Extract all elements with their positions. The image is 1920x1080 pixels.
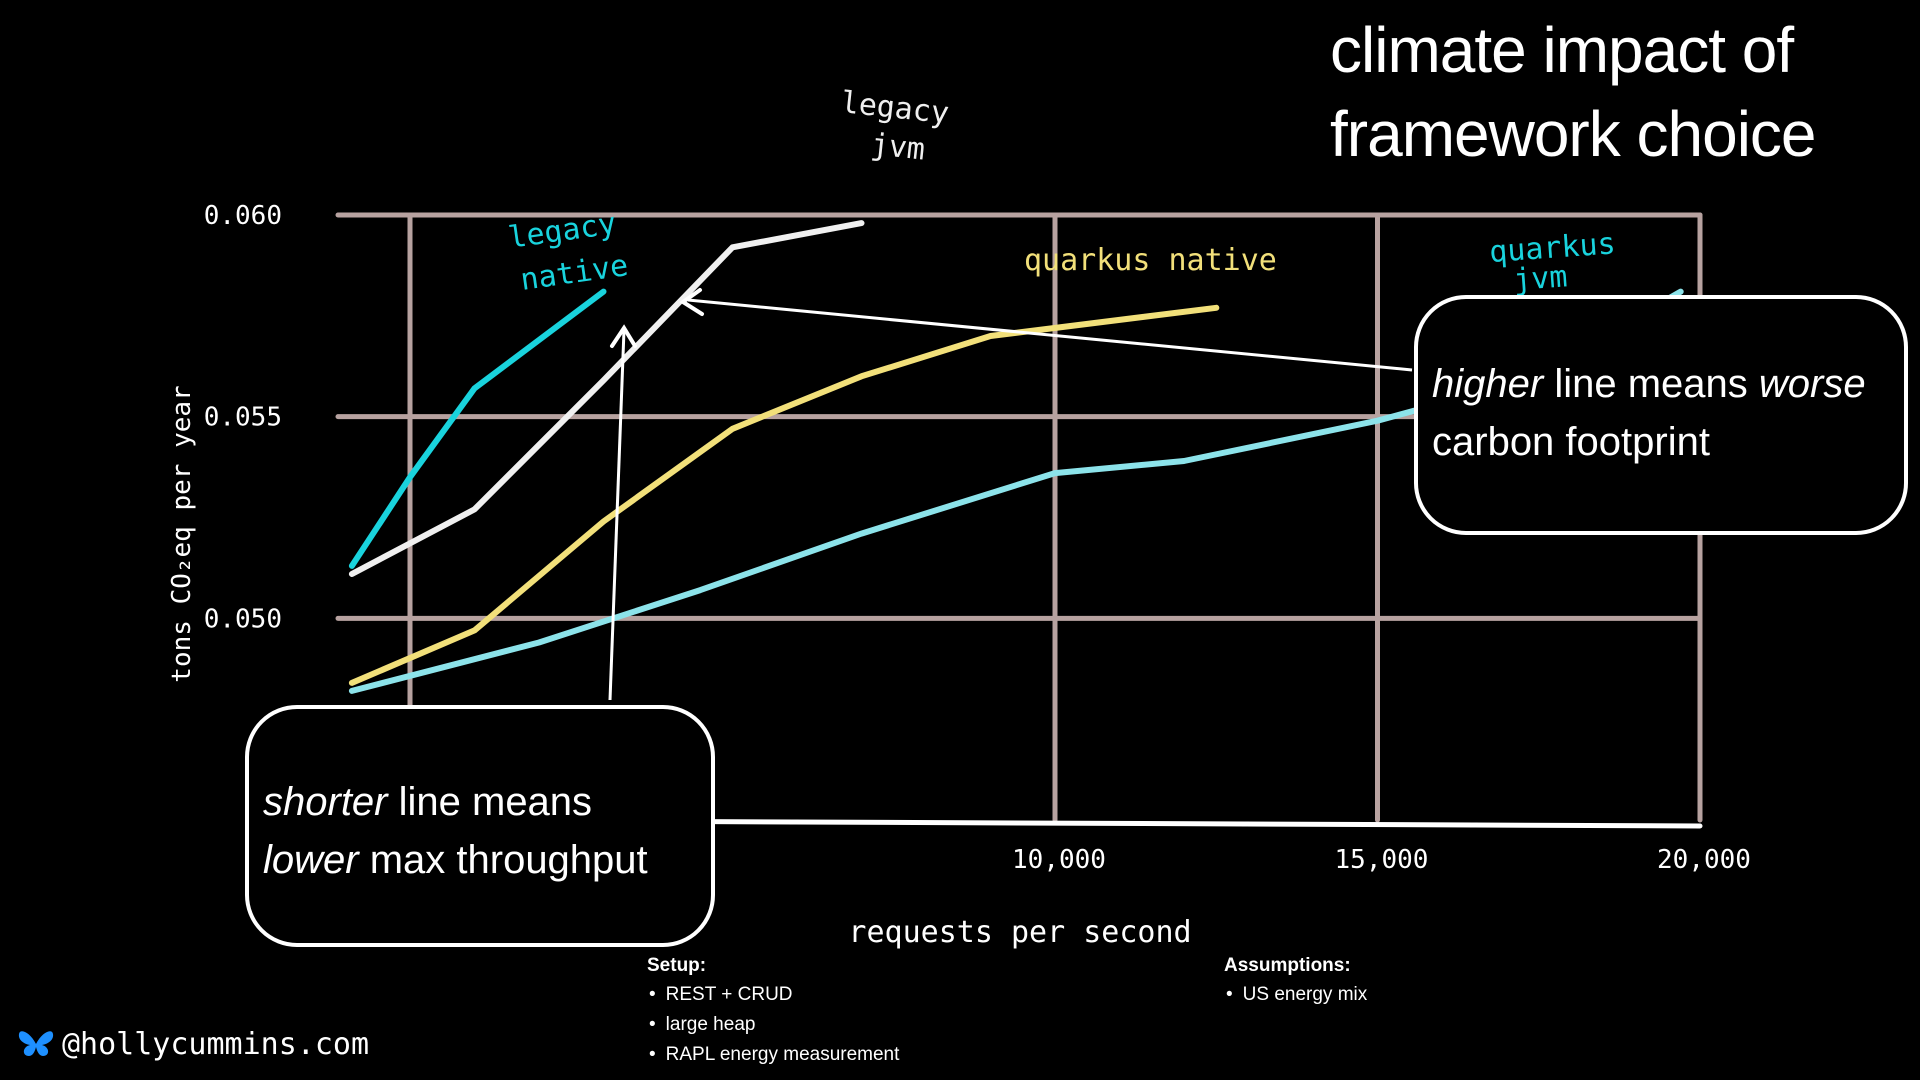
setup-notes: Setup: REST + CRUD large heap RAPL energ…: [647, 952, 899, 1070]
callout-shorter-mid: line means: [387, 780, 593, 824]
assumptions-notes: Assumptions: US energy mix: [1224, 952, 1367, 1010]
callout-higher-mid: line means: [1543, 362, 1759, 406]
callout-shorter-em1: shorter: [263, 780, 388, 824]
footer-handle[interactable]: @hollycummins.com: [16, 1026, 369, 1062]
butterfly-icon: [18, 1031, 54, 1056]
arrows: [608, 288, 1413, 701]
callout-shorter-tail: max throughput: [358, 838, 648, 882]
series-line: [348, 220, 865, 577]
handle-text: @hollycummins.com: [62, 1026, 370, 1062]
assumptions-list: US energy mix: [1224, 980, 1368, 1010]
setup-item: REST + CRUD: [647, 980, 899, 1010]
assumptions-item: US energy mix: [1224, 980, 1368, 1010]
series-name-label: jvm: [1512, 259, 1568, 298]
arrow-higher-head: [679, 288, 704, 316]
series-line: [348, 288, 607, 569]
setup-item: RAPL energy measurement: [647, 1040, 900, 1070]
assumptions-heading: Assumptions:: [1224, 955, 1351, 976]
x-tick-label: 20,000: [1657, 845, 1751, 875]
callout-shorter-line: shorter line means lower max throughput: [245, 705, 715, 947]
arrow-shorter-head: [610, 324, 637, 348]
callout-higher-line: higher line means worse carbon footprint: [1414, 295, 1908, 535]
setup-list: REST + CRUD large heap RAPL energy measu…: [647, 980, 900, 1070]
arrow-shorter: [608, 329, 626, 701]
callout-higher-em1: higher: [1432, 362, 1544, 406]
arrow-higher: [687, 298, 1413, 372]
callout-higher-tail: carbon footprint: [1432, 420, 1710, 464]
slide-title: climate impact of framework choice: [1330, 8, 1816, 176]
setup-item: large heap: [647, 1010, 899, 1040]
series-name-label: native: [518, 248, 630, 298]
y-tick-label: 0.060: [204, 201, 282, 231]
series-name-label: legacy: [839, 85, 950, 131]
callout-higher-em2: worse: [1758, 362, 1866, 406]
y-axis-label: tons CO₂eq per year: [167, 385, 197, 682]
series-name-label: jvm: [869, 127, 927, 167]
series-line: [348, 304, 1220, 686]
x-axis-label: requests per second: [848, 915, 1191, 950]
y-tick-label: 0.055: [204, 403, 282, 433]
callout-shorter-em2: lower: [263, 838, 359, 882]
y-tick-label: 0.050: [204, 604, 282, 634]
title-line-1: climate impact of: [1330, 14, 1794, 86]
title-line-2: framework choice: [1330, 98, 1816, 170]
x-tick-label: 15,000: [1335, 845, 1429, 875]
x-tick-label: 10,000: [1012, 845, 1106, 875]
setup-heading: Setup:: [647, 955, 707, 976]
series-name-label: quarkus native: [1024, 243, 1277, 278]
